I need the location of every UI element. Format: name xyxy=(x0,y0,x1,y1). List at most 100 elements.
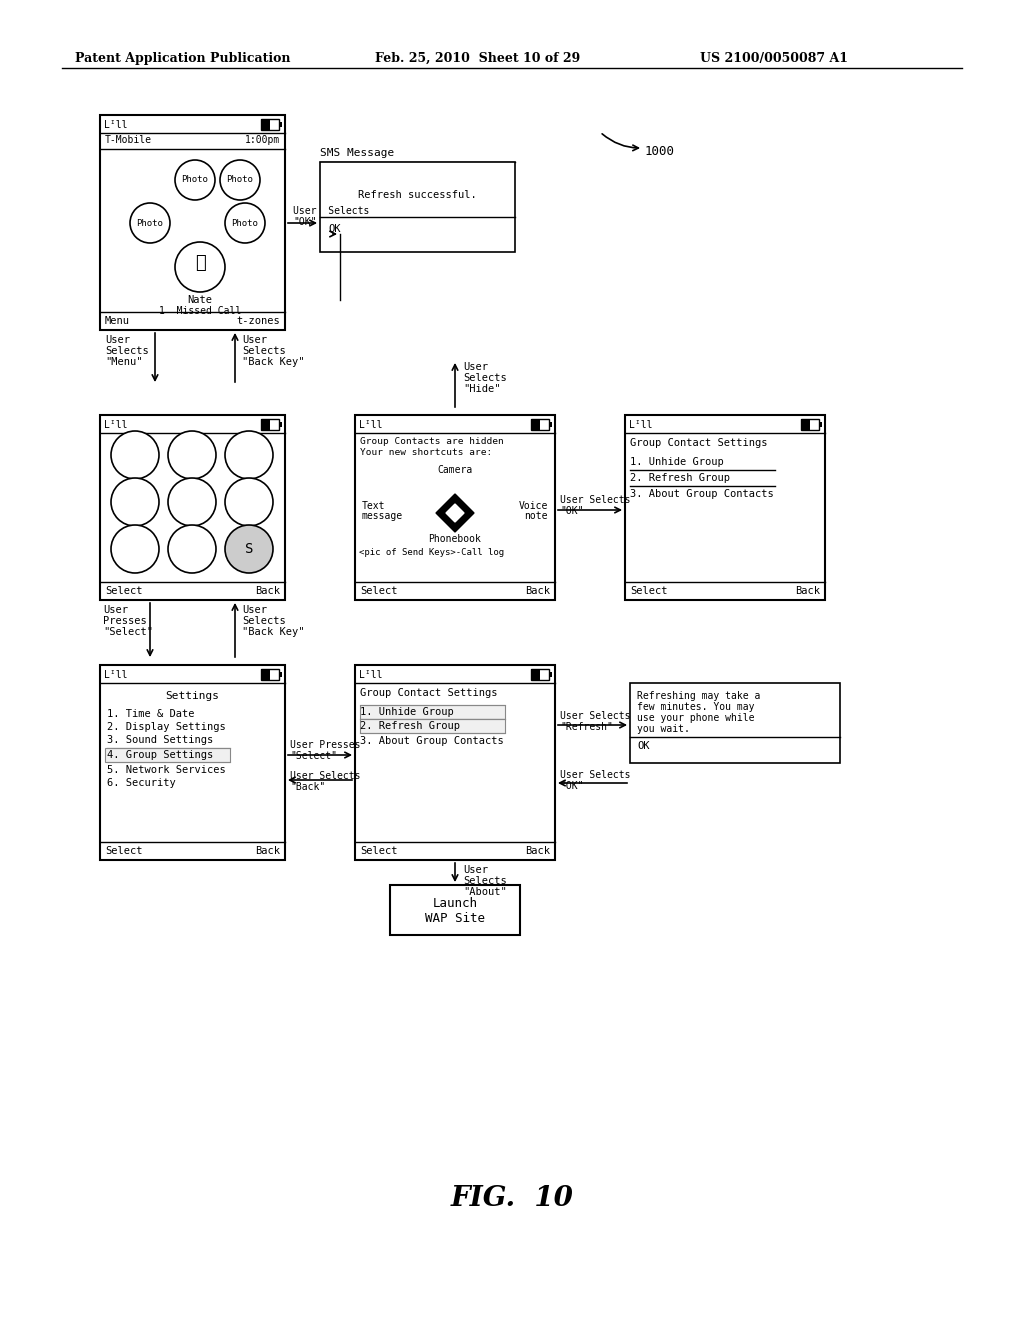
Text: Group Contact Settings: Group Contact Settings xyxy=(360,688,498,698)
Text: Select: Select xyxy=(360,586,397,597)
Bar xyxy=(801,418,810,430)
Bar xyxy=(279,422,282,426)
Bar xyxy=(531,418,540,430)
Text: 3. About Group Contacts: 3. About Group Contacts xyxy=(630,488,774,499)
Bar xyxy=(801,418,819,430)
Text: User  Selects: User Selects xyxy=(293,206,370,216)
Text: Photo: Photo xyxy=(136,219,164,227)
Text: Back: Back xyxy=(525,586,550,597)
Text: "Back": "Back" xyxy=(290,781,326,792)
Bar xyxy=(625,414,825,601)
Text: "Menu": "Menu" xyxy=(105,356,142,367)
Text: Selects: Selects xyxy=(242,616,286,626)
Circle shape xyxy=(225,525,273,573)
Bar xyxy=(100,665,285,861)
Text: Selects: Selects xyxy=(242,346,286,356)
Text: few minutes. You may: few minutes. You may xyxy=(637,702,755,711)
Text: Patent Application Publication: Patent Application Publication xyxy=(75,51,291,65)
Bar xyxy=(549,422,552,426)
Text: Refresh successful.: Refresh successful. xyxy=(357,190,476,201)
Text: Select: Select xyxy=(630,586,668,597)
Polygon shape xyxy=(446,504,464,521)
Circle shape xyxy=(225,478,273,525)
Text: 6. Security: 6. Security xyxy=(106,777,176,788)
Bar xyxy=(100,115,285,330)
Circle shape xyxy=(111,525,159,573)
Text: 1. Unhide Group: 1. Unhide Group xyxy=(630,457,724,467)
Text: Settings: Settings xyxy=(165,690,219,701)
Bar xyxy=(355,414,555,601)
Bar xyxy=(355,665,555,861)
Text: User: User xyxy=(463,362,488,372)
Circle shape xyxy=(168,478,216,525)
Text: 👤: 👤 xyxy=(195,253,206,272)
Text: Phonebook: Phonebook xyxy=(429,535,481,544)
Bar xyxy=(531,669,549,680)
Circle shape xyxy=(130,203,170,243)
Text: <pic of Send Keys>-Call log: <pic of Send Keys>-Call log xyxy=(359,548,504,557)
Text: message: message xyxy=(362,511,403,521)
Text: "Hide": "Hide" xyxy=(463,384,501,393)
Text: 1000: 1000 xyxy=(645,145,675,158)
Text: WAP Site: WAP Site xyxy=(425,912,485,925)
Text: Photo: Photo xyxy=(181,176,209,185)
Text: Nate: Nate xyxy=(187,294,213,305)
Text: Photo: Photo xyxy=(226,176,253,185)
Text: Lᴵll: Lᴵll xyxy=(629,420,652,430)
Text: "Back Key": "Back Key" xyxy=(242,356,304,367)
Circle shape xyxy=(168,525,216,573)
Text: 1:00pm: 1:00pm xyxy=(245,135,280,145)
Text: Feb. 25, 2010  Sheet 10 of 29: Feb. 25, 2010 Sheet 10 of 29 xyxy=(375,51,581,65)
Text: User: User xyxy=(242,335,267,345)
Text: OK: OK xyxy=(637,741,649,751)
Text: Launch: Launch xyxy=(432,898,477,909)
Text: Text: Text xyxy=(362,502,385,511)
Bar xyxy=(261,418,270,430)
Text: 2. Display Settings: 2. Display Settings xyxy=(106,722,225,733)
Text: Select: Select xyxy=(105,586,142,597)
Text: "OK": "OK" xyxy=(560,781,584,791)
Text: you wait.: you wait. xyxy=(637,723,690,734)
Text: Menu: Menu xyxy=(105,315,130,326)
Bar xyxy=(261,669,279,680)
Bar xyxy=(531,418,549,430)
Text: Select: Select xyxy=(360,846,397,855)
Circle shape xyxy=(220,160,260,201)
Circle shape xyxy=(111,432,159,479)
Text: use your phone while: use your phone while xyxy=(637,713,755,723)
Circle shape xyxy=(175,242,225,292)
Bar xyxy=(261,119,270,129)
Bar xyxy=(261,119,279,129)
Circle shape xyxy=(225,203,265,243)
Text: "Back Key": "Back Key" xyxy=(242,627,304,638)
Text: 5. Network Services: 5. Network Services xyxy=(106,766,225,775)
Text: Camera: Camera xyxy=(437,465,473,475)
Circle shape xyxy=(111,478,159,525)
Bar xyxy=(630,682,840,763)
Text: Lᴵll: Lᴵll xyxy=(104,671,128,680)
Text: Lᴵll: Lᴵll xyxy=(104,120,128,129)
Text: User: User xyxy=(242,605,267,615)
Text: User Selects: User Selects xyxy=(560,495,631,506)
Bar xyxy=(390,884,520,935)
Text: T-Mobile: T-Mobile xyxy=(105,135,152,145)
Text: User: User xyxy=(103,605,128,615)
Text: Back: Back xyxy=(255,846,280,855)
Bar xyxy=(360,719,505,733)
Text: User Selects: User Selects xyxy=(560,770,631,780)
Text: Your new shortcuts are:: Your new shortcuts are: xyxy=(360,447,493,457)
Text: User Selects: User Selects xyxy=(290,771,360,781)
Circle shape xyxy=(175,160,215,201)
Text: SMS Message: SMS Message xyxy=(319,148,394,158)
Bar xyxy=(261,418,279,430)
Text: User: User xyxy=(463,865,488,875)
Text: Voice: Voice xyxy=(518,502,548,511)
Text: Lᴵll: Lᴵll xyxy=(359,420,383,430)
Bar xyxy=(819,422,822,426)
Text: 3. About Group Contacts: 3. About Group Contacts xyxy=(360,737,504,746)
Text: 2. Refresh Group: 2. Refresh Group xyxy=(630,473,730,483)
Text: Back: Back xyxy=(795,586,820,597)
Text: FIG.  10: FIG. 10 xyxy=(451,1185,573,1212)
Circle shape xyxy=(225,432,273,479)
Circle shape xyxy=(168,432,216,479)
